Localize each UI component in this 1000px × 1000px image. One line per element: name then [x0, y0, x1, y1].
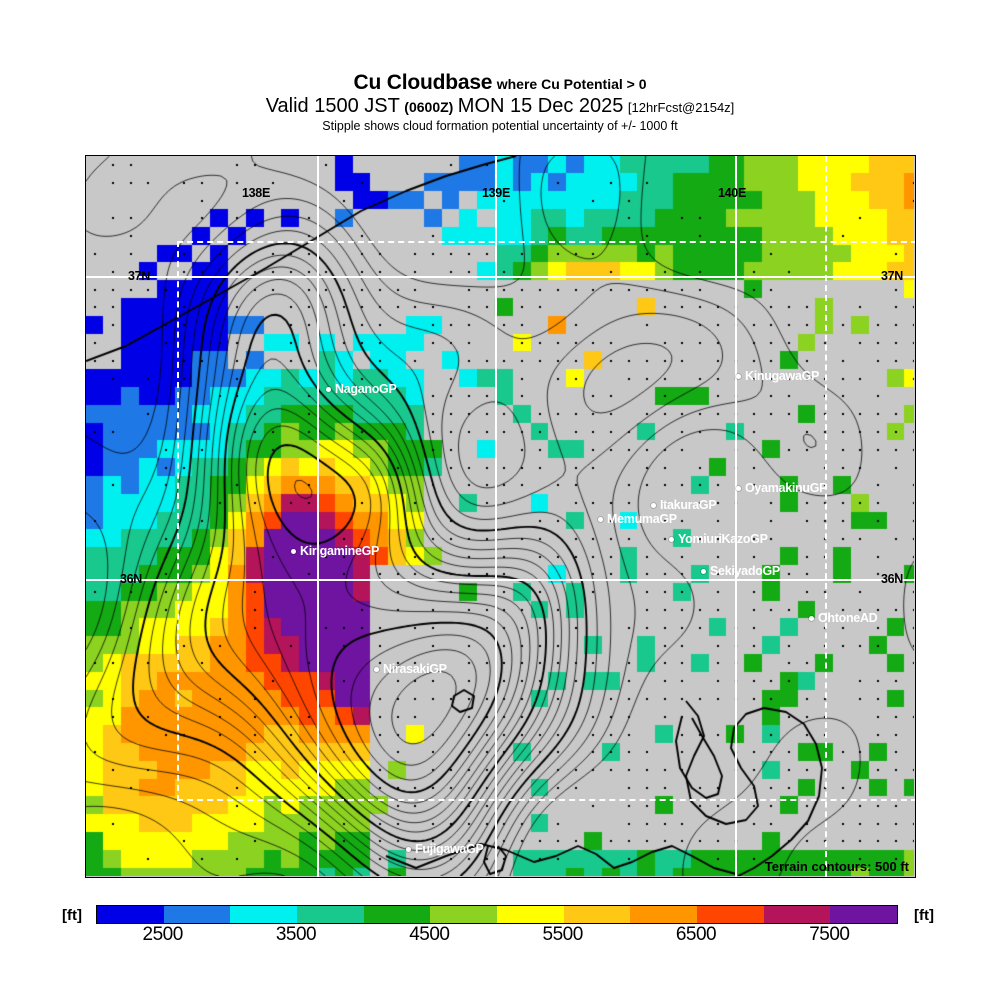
colorbar-segment-2	[230, 906, 298, 923]
lat-label-37N-right: 37N	[881, 269, 904, 283]
station-dot-icon	[326, 386, 331, 392]
station-dot-icon	[669, 536, 674, 542]
station-marker-oyamakinugp[interactable]: OyamakinuGP	[736, 482, 827, 495]
station-marker-kirigaminegp[interactable]: KirigamineGP	[291, 545, 379, 558]
colorbar-segment-6	[497, 906, 564, 923]
stipple-note: Stipple shows cloud formation potential …	[322, 119, 678, 133]
station-dot-icon	[701, 568, 706, 574]
page-title: Cu Cloudbase	[353, 71, 493, 94]
station-marker-yomiurikazogp[interactable]: YomiuriKazoGP	[669, 533, 768, 546]
station-dot-icon	[598, 516, 603, 522]
station-dot-icon	[374, 666, 379, 672]
forecast-map[interactable]: 138E 139E 140E 138E 139E 37N 37N 36N 36N…	[85, 155, 916, 878]
station-label: SekiyadoGP	[710, 564, 780, 578]
colorbar-tick-3500: 3500	[275, 924, 317, 945]
terrain-contour-note: Terrain contours: 500 ft	[764, 859, 909, 874]
station-label: ItakuraGP	[660, 498, 717, 512]
lon-label-140E-top: 140E	[718, 186, 746, 200]
colorbar-tick-4500: 4500	[409, 924, 450, 945]
colorbar-segment-10	[763, 906, 831, 923]
valid-date: MON 15 Dec 2025	[457, 95, 624, 117]
station-label: FujigawaGP	[415, 842, 484, 856]
colorbar-tick-labels: 2500 3500 4500 5500 6500 7500	[96, 924, 896, 950]
title-qualifier: where Cu Potential > 0	[496, 76, 647, 92]
station-label: MemumaGP	[607, 512, 677, 526]
colorbar-segment-3	[297, 906, 364, 923]
valid-time: Valid 1500 JST	[265, 95, 400, 117]
colorbar-segment-9	[697, 906, 764, 923]
station-marker-naganogp[interactable]: NaganoGP	[326, 383, 397, 396]
colorbar-tick-6500: 6500	[675, 924, 717, 945]
colorbar-swatches	[96, 905, 898, 924]
station-label: NaganoGP	[335, 382, 397, 396]
lon-label-139E-top: 139E	[482, 186, 510, 200]
valid-time-utc: (0600Z)	[404, 99, 454, 115]
gridline-140E	[735, 156, 737, 877]
colorbar-unit-left: [ft]	[62, 907, 82, 924]
station-label: YomiuriKazoGP	[678, 532, 768, 546]
station-marker-nirasakigp[interactable]: NirasakiGP	[374, 663, 447, 676]
station-label: NirasakiGP	[383, 662, 447, 676]
station-marker-fujigawagp[interactable]: FujigawaGP	[406, 843, 484, 856]
colorbar-unit-right: [ft]	[914, 907, 934, 924]
station-dot-icon	[291, 548, 296, 554]
title-block: Cu Cloudbase where Cu Potential > 0 Vali…	[0, 72, 1000, 133]
station-marker-sekiyadogp[interactable]: SekiyadoGP	[701, 565, 780, 578]
station-dot-icon	[809, 615, 814, 621]
forecast-domain-divider	[825, 156, 827, 877]
station-label: OyamakinuGP	[745, 481, 828, 495]
station-label: KinugawaGP	[745, 369, 820, 383]
station-marker-kinugawagp[interactable]: KinugawaGP	[736, 370, 819, 383]
colorbar-segment-7	[563, 906, 631, 923]
station-label: KirigamineGP	[300, 544, 380, 558]
gridline-36N	[86, 579, 915, 581]
colorbar-tick-2500: 2500	[142, 924, 184, 945]
station-dot-icon	[736, 373, 741, 379]
gridline-37N	[86, 276, 915, 278]
lat-label-36N-left: 36N	[120, 572, 143, 586]
station-marker-memumagp[interactable]: MemumaGP	[598, 513, 677, 526]
colorbar-segment-8	[630, 906, 698, 923]
title-line-main: Cu Cloudbase where Cu Potential > 0	[0, 72, 1000, 93]
station-marker-ohtonead[interactable]: OhtoneAD	[809, 611, 878, 625]
colorbar-segment-1	[163, 906, 231, 923]
lon-label-138E-top: 138E	[242, 186, 270, 200]
colorbar-segment-4	[363, 906, 431, 923]
title-line-valid: Valid 1500 JST (0600Z) MON 15 Dec 2025 […	[0, 96, 1000, 117]
gridline-139E	[495, 156, 497, 877]
colorbar-legend: [ft] [ft] 2500 3500 4500 5500 6500 7500	[0, 903, 1000, 963]
colorbar-tick-5500: 5500	[542, 924, 584, 945]
station-dot-icon	[651, 502, 656, 508]
station-label: OhtoneAD	[818, 611, 878, 625]
colorbar-tick-7500: 7500	[809, 924, 850, 945]
lat-label-36N-right: 36N	[881, 572, 904, 586]
forecast-tag: [12hrFcst@2154z]	[627, 100, 735, 115]
gridline-138E	[317, 156, 319, 877]
colorbar-segment-5	[430, 906, 498, 923]
lat-label-37N-left: 37N	[128, 269, 151, 283]
station-dot-icon	[406, 846, 411, 852]
station-marker-itakuragp[interactable]: ItakuraGP	[651, 498, 717, 512]
forecast-domain-box	[177, 241, 915, 801]
colorbar-segment-11	[830, 906, 898, 923]
colorbar-segment-0	[97, 906, 164, 923]
station-dot-icon	[736, 485, 741, 491]
bottom-axis-labels	[85, 878, 916, 902]
